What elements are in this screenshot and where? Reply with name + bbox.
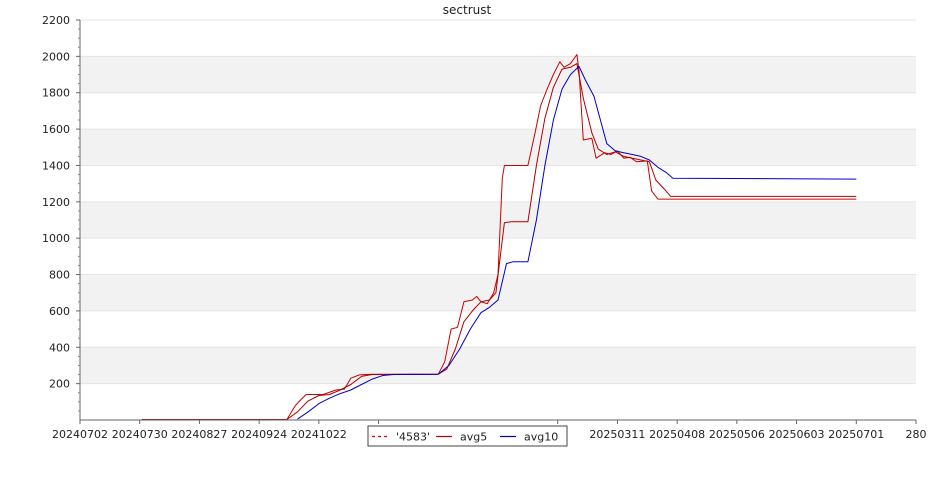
x-tick-label: 20250701 [828, 428, 884, 441]
x-tick-label: 20250506 [709, 428, 765, 441]
y-tick-label: 800 [49, 269, 70, 282]
grid-band [80, 383, 916, 420]
y-tick-label: 200 [49, 378, 70, 391]
grid-band [80, 129, 916, 166]
y-tick-label: 2000 [42, 50, 70, 63]
x-tick-label: 20240924 [231, 428, 287, 441]
grid-band [80, 310, 916, 348]
series-line-2 [297, 65, 857, 420]
y-tick-label: 1000 [42, 232, 70, 245]
x-tick-label: 280 [906, 428, 927, 441]
grid-band [80, 201, 916, 239]
x-tick-label: 20241022 [291, 428, 347, 441]
chart-title: sectrust [443, 3, 492, 17]
grid-band [80, 20, 916, 57]
legend-label: avg5 [460, 431, 487, 444]
legend-label: '4583' [396, 431, 430, 444]
y-tick-label: 2200 [42, 14, 70, 27]
y-tick-label: 1400 [42, 159, 70, 172]
series-layer [141, 54, 857, 421]
grid-band [80, 347, 916, 384]
x-tick-label: 20250408 [649, 428, 705, 441]
y-tick-label: 1600 [42, 123, 70, 136]
grid-bands [80, 19, 916, 420]
y-tick-label: 400 [49, 341, 70, 354]
series-line-1 [141, 63, 857, 420]
axes: 200 400 600 800 1000 1200 1400 1600 1800 2000 2200… [42, 14, 927, 441]
x-tick-label: 20250311 [589, 428, 645, 441]
legend: '4583' avg5 avg10 [367, 425, 568, 447]
legend-box [367, 425, 568, 447]
x-tick-label: 20250603 [769, 428, 825, 441]
grid-band [80, 274, 916, 311]
grid-band [80, 92, 916, 130]
y-tick-label: 600 [49, 305, 70, 318]
x-tick-label: 20240827 [171, 428, 227, 441]
grid-band [80, 165, 916, 202]
x-tick-label: 20240702 [52, 428, 108, 441]
grid-band [80, 56, 916, 93]
x-tick-label: 20240730 [112, 428, 168, 441]
legend-label: avg10 [524, 431, 558, 444]
y-tick-label: 1200 [42, 196, 70, 209]
y-tick-label: 1800 [42, 87, 70, 100]
